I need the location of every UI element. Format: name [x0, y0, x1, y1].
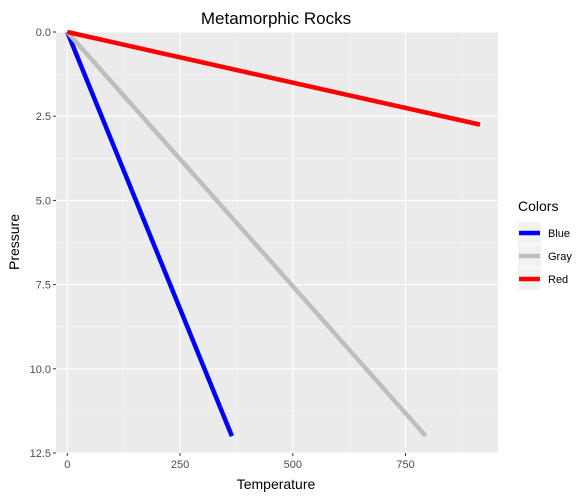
- legend: Colors Blue Gray Red: [518, 198, 572, 290]
- series-line-gray: [65, 30, 428, 438]
- legend-label-blue: Blue: [548, 228, 570, 240]
- chart-title: Metamorphic Rocks: [201, 9, 351, 28]
- x-tick-label: 0: [64, 459, 70, 471]
- minor-gridlines: [56, 32, 498, 453]
- y-tick-label: 5.0: [36, 195, 51, 207]
- major-gridlines: [56, 31, 498, 454]
- x-axis-ticks: 0 250 500 750: [64, 453, 415, 471]
- x-axis-title: Temperature: [237, 476, 316, 492]
- legend-label-red: Red: [548, 274, 568, 286]
- series-line-red: [66, 29, 481, 127]
- y-tick-label: 0.0: [36, 27, 51, 39]
- series-line-blue: [65, 31, 234, 438]
- y-tick-label: 10.0: [30, 364, 51, 376]
- y-tick-label: 2.5: [36, 111, 51, 123]
- legend-title: Colors: [518, 198, 558, 214]
- y-axis-title: Pressure: [6, 214, 22, 270]
- x-tick-label: 750: [396, 459, 414, 471]
- x-tick-label: 250: [171, 459, 189, 471]
- y-tick-label: 12.5: [30, 448, 51, 460]
- y-tick-label: 7.5: [36, 280, 51, 292]
- series-lines: [65, 29, 481, 438]
- legend-items: Blue Gray Red: [518, 222, 572, 290]
- legend-label-gray: Gray: [548, 251, 572, 263]
- y-axis-ticks: 0.0 2.5 5.0 7.5 10.0 12.5: [30, 27, 56, 460]
- x-tick-label: 500: [284, 459, 302, 471]
